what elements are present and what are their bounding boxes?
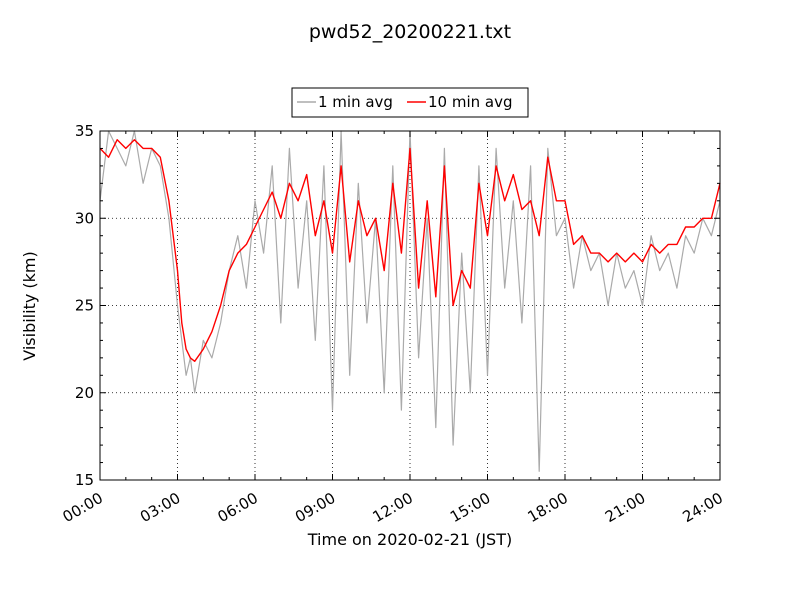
series-10min-avg-line <box>99 138 721 362</box>
y-tick-label: 30 <box>75 209 94 227</box>
y-tick-label: 25 <box>75 297 94 315</box>
y-tick-labels: 15 20 25 30 35 <box>75 122 94 489</box>
y-tick-label: 15 <box>75 471 94 489</box>
y-axis-label: Visibility (km) <box>20 251 39 360</box>
y-tick-label: 20 <box>75 384 94 402</box>
series-10min-polyline <box>99 138 721 362</box>
grid-lines <box>100 131 720 480</box>
y-tick-label: 35 <box>75 122 94 140</box>
legend-label-10min: 10 min avg <box>428 93 513 111</box>
legend: 1 min avg 10 min avg <box>291 87 529 118</box>
chart-title: pwd52_20200221.txt <box>309 21 511 43</box>
series-1min-avg-line <box>99 130 721 472</box>
series-1min-polyline <box>99 130 721 472</box>
x-axis-label: Time on 2020-02-21 (JST) <box>307 530 512 549</box>
legend-label-1min: 1 min avg <box>318 93 393 111</box>
axis-ticks <box>99 130 721 481</box>
